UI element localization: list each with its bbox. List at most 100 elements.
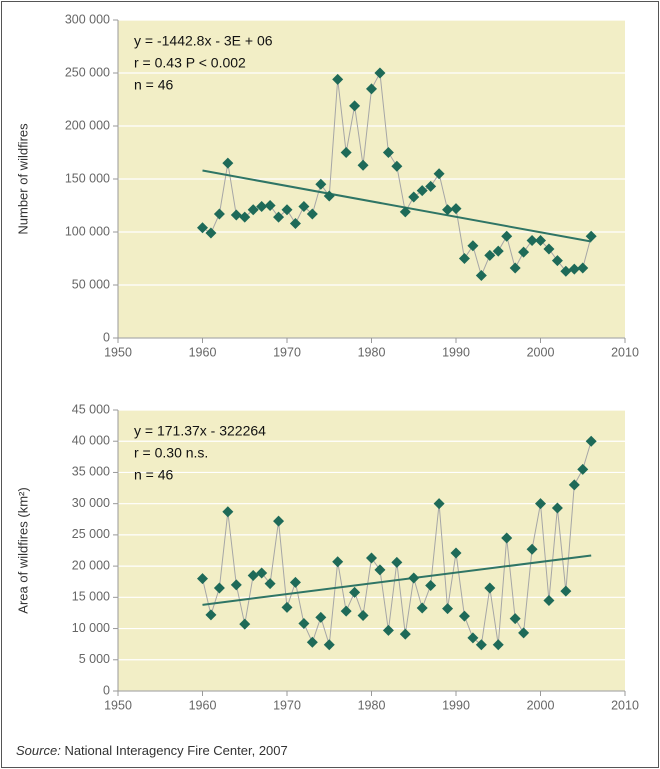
annotation: n = 46 (134, 467, 174, 483)
data-point (205, 227, 217, 239)
data-point (374, 67, 386, 79)
data-point (551, 255, 563, 267)
data-point (281, 601, 293, 613)
data-point (408, 191, 420, 203)
y-tick-label: 10 000 (72, 621, 110, 635)
data-point (391, 160, 403, 172)
annotation: r = 0.30 n.s. (134, 445, 208, 461)
data-point (560, 585, 572, 597)
x-tick-label: 2000 (527, 698, 555, 712)
data-point (222, 157, 234, 169)
data-point (230, 209, 242, 221)
data-point (247, 569, 259, 581)
data-point (458, 253, 470, 264)
data-point (416, 602, 428, 614)
data-point (433, 498, 445, 510)
data-point (399, 206, 411, 218)
data-point (323, 639, 335, 651)
y-tick-label: 35 000 (72, 465, 110, 479)
data-point (349, 586, 361, 598)
data-point (298, 201, 310, 213)
data-point (450, 203, 462, 215)
data-point (256, 201, 268, 213)
y-tick-label: 300 000 (65, 12, 110, 26)
y-axis-label: Number of wildfires (15, 123, 30, 235)
y-tick-label: 100 000 (65, 224, 110, 238)
data-point (382, 624, 394, 636)
annotation: r = 0.43 P < 0.002 (134, 55, 246, 71)
data-point (273, 515, 285, 527)
data-point (509, 613, 521, 625)
data-point (205, 609, 217, 621)
data-point (585, 435, 597, 447)
data-point (239, 211, 251, 223)
x-tick-label: 1970 (273, 345, 301, 359)
data-point (323, 190, 335, 202)
data-point (475, 639, 487, 651)
data-point (366, 83, 377, 95)
data-point (340, 605, 352, 617)
data-point (315, 611, 327, 623)
data-point (197, 222, 208, 234)
data-point (535, 498, 546, 510)
data-point (230, 579, 242, 591)
x-tick-label: 1970 (273, 698, 301, 712)
source: Source: National Interagency Fire Center… (16, 743, 288, 758)
data-point (543, 243, 555, 255)
x-tick-label: 1980 (358, 698, 386, 712)
data-point (416, 185, 428, 197)
data-point (458, 610, 470, 622)
data-point (306, 636, 318, 648)
data-point (281, 204, 293, 216)
data-point (568, 263, 580, 275)
y-tick-label: 45 000 (72, 402, 110, 416)
data-point (366, 552, 377, 564)
data-point (467, 632, 479, 644)
data-point (551, 502, 563, 514)
data-point (492, 245, 504, 257)
trend-line (202, 169, 592, 243)
plot-area (118, 410, 625, 691)
y-tick-label: 40 000 (72, 434, 110, 448)
data-point (535, 234, 546, 246)
annotation: y = 171.37x - 322264 (134, 423, 266, 439)
data-point (560, 265, 572, 277)
data-point (408, 572, 420, 584)
x-tick-label: 2000 (527, 345, 555, 359)
data-point (501, 532, 513, 544)
data-point (357, 159, 369, 171)
x-tick-label: 1990 (442, 698, 470, 712)
data-point (399, 628, 411, 640)
data-point (568, 479, 580, 491)
source-text: National Interagency Fire Center, 2007 (64, 743, 287, 758)
data-point (382, 147, 394, 158)
x-tick-label: 1950 (104, 345, 132, 359)
data-point (526, 234, 538, 246)
data-point (577, 463, 589, 475)
data-point (450, 547, 462, 559)
data-point (442, 204, 454, 216)
data-point (391, 556, 403, 568)
data-point (197, 573, 208, 585)
data-point (585, 230, 597, 242)
data-point (374, 564, 386, 576)
data-point (315, 178, 327, 190)
data-point (467, 240, 479, 252)
y-tick-label: 15 000 (72, 590, 110, 604)
data-point (222, 506, 234, 518)
data-point (264, 578, 276, 590)
data-point (306, 208, 318, 220)
x-tick-label: 1960 (189, 345, 217, 359)
y-tick-label: 0 (103, 330, 110, 344)
data-point (433, 168, 445, 180)
y-tick-label: 250 000 (65, 65, 110, 79)
data-point (332, 556, 344, 568)
y-tick-label: 50 000 (72, 277, 110, 291)
y-tick-label: 150 000 (65, 171, 110, 185)
y-tick-label: 20 000 (72, 558, 110, 572)
data-point (501, 230, 513, 242)
data-point (492, 639, 504, 651)
data-point (264, 200, 276, 211)
data-point (298, 618, 310, 630)
y-tick-label: 25 000 (72, 527, 110, 541)
